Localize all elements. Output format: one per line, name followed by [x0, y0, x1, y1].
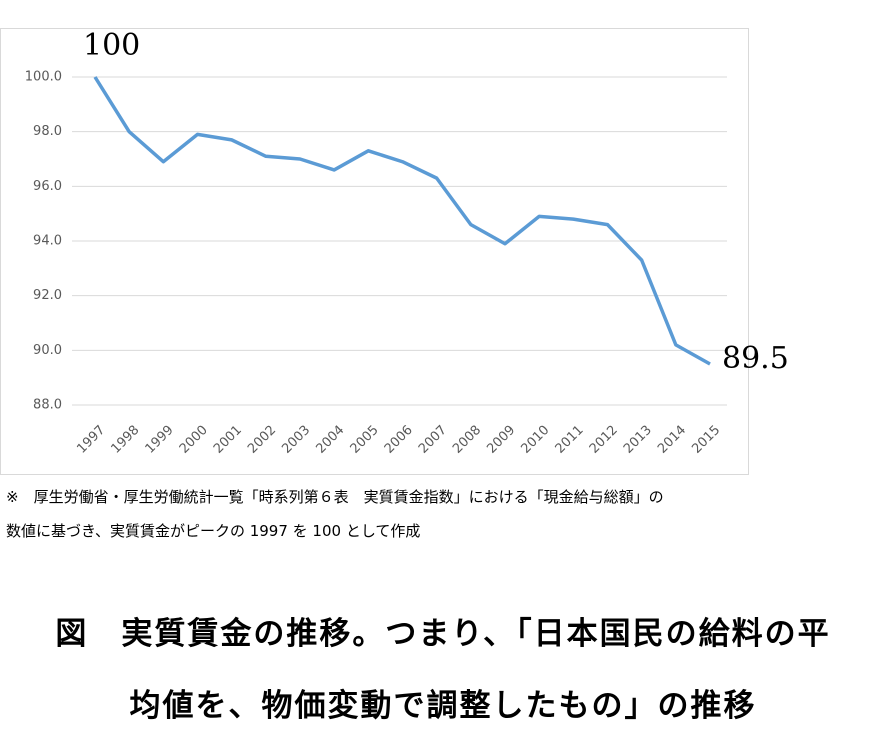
y-tick-label: 94.0: [33, 234, 62, 249]
x-tick-label: 2005: [348, 423, 382, 457]
chart: 88.0 90.0 92.0 94.0 96.0 98.0 100.0 1997 1998 199…: [0, 28, 789, 475]
y-tick-label: 98.0: [33, 124, 62, 139]
x-tick-label: 2007: [416, 423, 450, 457]
x-tick-label: 2000: [177, 423, 211, 457]
caption-line: 図 実質賃金の推移。つまり、「日本国民の給料の平: [55, 616, 831, 652]
annotation: 89.5: [722, 341, 789, 376]
x-tick-label: 2014: [655, 423, 689, 457]
x-tick-label: 2013: [621, 423, 655, 457]
x-tick-label: 1997: [74, 423, 108, 457]
y-tick-label: 96.0: [33, 179, 62, 194]
y-tick-label: 90.0: [33, 343, 62, 358]
annotation: 100: [83, 28, 140, 63]
y-tick-label: 88.0: [33, 398, 62, 413]
note-line: 数値に基づき、実質賃金がピークの 1997 を 100 として作成: [6, 522, 421, 540]
x-tick-label: 2011: [553, 423, 587, 457]
x-tick-label: 1999: [143, 423, 177, 457]
x-tick-label: 2003: [279, 423, 313, 457]
y-tick-label: 92.0: [33, 288, 62, 303]
x-tick-label: 2004: [313, 423, 347, 457]
y-tick-label: 100.0: [25, 70, 62, 85]
x-tick-label: 2012: [587, 423, 621, 457]
chart-border: [0, 28, 749, 475]
x-tick-label: 2008: [450, 423, 484, 457]
line: [93, 76, 711, 366]
caption-line: 均値を、物価変動で調整したもの」の推移: [129, 688, 757, 724]
x-tick-label: 2001: [211, 423, 245, 457]
x-tick-label: 2009: [484, 423, 518, 457]
x-tick-label: 2002: [245, 423, 279, 457]
x-tick-label: 1998: [108, 423, 142, 457]
x-tick-label: 2006: [382, 423, 416, 457]
note-line: ※ 厚生労働省・厚生労働統計一覧「時系列第６表 実質賃金指数」における「現金給与…: [6, 488, 664, 506]
x-tick-label: 2015: [689, 423, 723, 457]
x-tick-label: 2010: [518, 423, 552, 457]
